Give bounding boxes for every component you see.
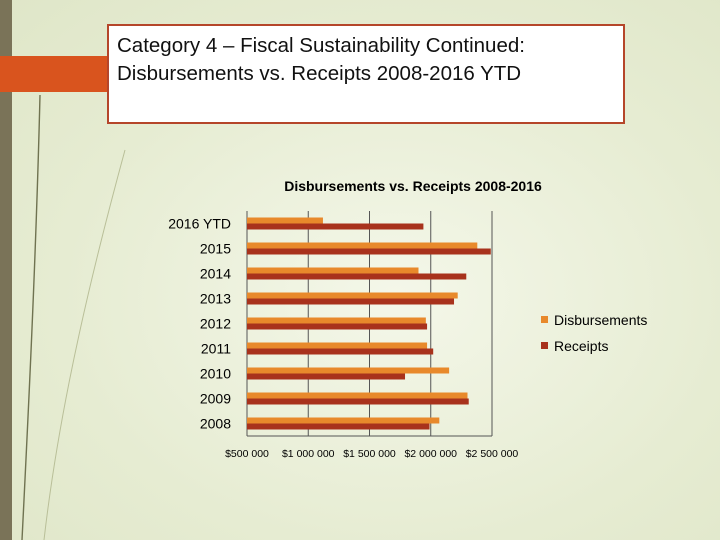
bar-disbursements-3 xyxy=(247,292,458,299)
slide-title-line-2: Disbursements vs. Receipts 2008-2016 YTD xyxy=(117,62,522,85)
x-tick-label-3: $2 000 000 xyxy=(404,448,457,460)
bar-disbursements-1 xyxy=(247,242,478,249)
slide-title-line-1: Category 4 – Fiscal Sustainability Conti… xyxy=(117,34,525,57)
bar-receipts-5 xyxy=(247,348,434,355)
bar-receipts-2 xyxy=(247,273,467,280)
x-tick-label-1: $1 000 000 xyxy=(282,448,335,460)
left-border-bar xyxy=(0,0,12,540)
category-label-1: 2015 xyxy=(200,241,231,257)
bar-disbursements-5 xyxy=(247,342,428,349)
category-label-5: 2011 xyxy=(201,341,231,357)
bar-receipts-1 xyxy=(247,248,491,255)
bar-receipts-0 xyxy=(247,223,424,230)
bar-receipts-6 xyxy=(247,373,406,380)
bar-receipts-8 xyxy=(247,423,430,430)
bar-disbursements-0 xyxy=(247,217,323,224)
chart-legend: Disbursements Receipts xyxy=(541,312,647,354)
category-label-8: 2008 xyxy=(200,416,231,432)
legend-swatch-disbursements xyxy=(541,316,548,323)
category-label-7: 2009 xyxy=(200,391,231,407)
category-label-4: 2012 xyxy=(200,316,231,332)
x-tick-label-0: $500 000 xyxy=(225,448,269,460)
slide-title-box: Category 4 – Fiscal Sustainability Conti… xyxy=(107,24,625,124)
category-label-6: 2010 xyxy=(200,366,231,382)
bar-disbursements-2 xyxy=(247,267,419,274)
legend-label-receipts: Receipts xyxy=(554,338,608,354)
bar-receipts-3 xyxy=(247,298,455,305)
x-tick-label-4: $2 500 000 xyxy=(466,448,519,460)
bar-disbursements-4 xyxy=(247,317,426,324)
bar-receipts-7 xyxy=(247,398,469,405)
x-tick-labels: $500 000 $1 000 000 $1 500 000 $2 000 000 $2… xyxy=(225,448,518,460)
legend-label-disbursements: Disbursements xyxy=(554,312,647,328)
bar-disbursements-8 xyxy=(247,417,440,424)
bar-disbursements-7 xyxy=(247,392,468,399)
category-label-2: 2014 xyxy=(200,266,231,282)
chart-title: Disbursements vs. Receipts 2008-2016 xyxy=(284,178,542,194)
bar-receipts-4 xyxy=(247,323,428,330)
x-tick-label-2: $1 500 000 xyxy=(343,448,396,460)
category-label-3: 2013 xyxy=(200,291,231,307)
category-labels: 2016 YTD 2015 2014 2013 2012 2011 2010 2009 2008 xyxy=(168,216,231,432)
chart-bars xyxy=(247,217,491,430)
title-accent-tab xyxy=(0,56,108,92)
bar-disbursements-6 xyxy=(247,367,450,374)
category-label-0: 2016 YTD xyxy=(168,216,231,232)
legend-swatch-receipts xyxy=(541,342,548,349)
